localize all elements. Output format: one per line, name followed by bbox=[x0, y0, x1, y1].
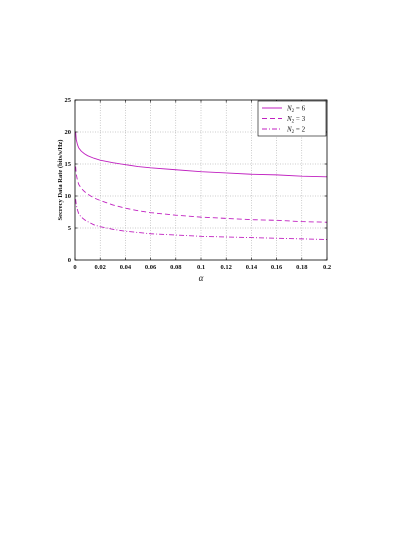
x-tick-label: 0.04 bbox=[120, 264, 132, 271]
x-tick-label: 0.14 bbox=[246, 264, 258, 271]
series-line-2 bbox=[75, 166, 328, 223]
x-tick-label: 0.1 bbox=[197, 264, 205, 271]
y-tick-label: 20 bbox=[65, 129, 72, 136]
y-tick-label: 5 bbox=[68, 225, 72, 232]
x-tick-label: 0.12 bbox=[221, 264, 232, 271]
legend-label-value: = 6 bbox=[294, 105, 305, 113]
y-tick-label: 10 bbox=[65, 193, 72, 200]
legend-label-var: N bbox=[286, 126, 292, 134]
series-layer bbox=[75, 131, 328, 240]
x-tick-label: 0.06 bbox=[145, 264, 157, 271]
y-axis-label: Secrecy Data Rate (bits/s/Hz) bbox=[57, 140, 64, 221]
y-tick-label: 0 bbox=[68, 257, 71, 264]
x-axis-label: α bbox=[199, 273, 204, 283]
x-tick-label: 0.18 bbox=[296, 264, 308, 271]
x-tick-label: 0.2 bbox=[323, 264, 331, 271]
legend: N2 = 6N2 = 3N2 = 2 bbox=[257, 100, 327, 137]
legend-label-var: N bbox=[286, 115, 292, 123]
y-tick-label: 25 bbox=[65, 97, 72, 104]
legend-label-sub: 2 bbox=[292, 109, 295, 114]
legend-label-3: N2 = 2 bbox=[286, 126, 306, 136]
legend-label-var: N bbox=[286, 105, 292, 113]
x-tick-label: 0.16 bbox=[271, 264, 283, 271]
legend-label-sub: 2 bbox=[292, 120, 295, 125]
legend-label-sub: 2 bbox=[292, 130, 295, 135]
y-tick-label: 15 bbox=[65, 161, 72, 168]
legend-label-value: = 3 bbox=[294, 115, 305, 123]
legend-label-2: N2 = 3 bbox=[286, 115, 306, 125]
legend-label-1: N2 = 6 bbox=[286, 105, 306, 115]
legend-box bbox=[257, 100, 327, 137]
x-tick-label: 0.08 bbox=[170, 264, 182, 271]
x-tick-label: 0.02 bbox=[95, 264, 106, 271]
series-line-1 bbox=[75, 131, 328, 178]
legend-label-value: = 2 bbox=[294, 126, 305, 134]
x-tick-label: 0 bbox=[73, 264, 76, 271]
tick-layer: 0 0.02 0.04 0.06 0.08 0.1 0.12 0.14 0.16 0.18 0.2 0… bbox=[65, 97, 332, 271]
